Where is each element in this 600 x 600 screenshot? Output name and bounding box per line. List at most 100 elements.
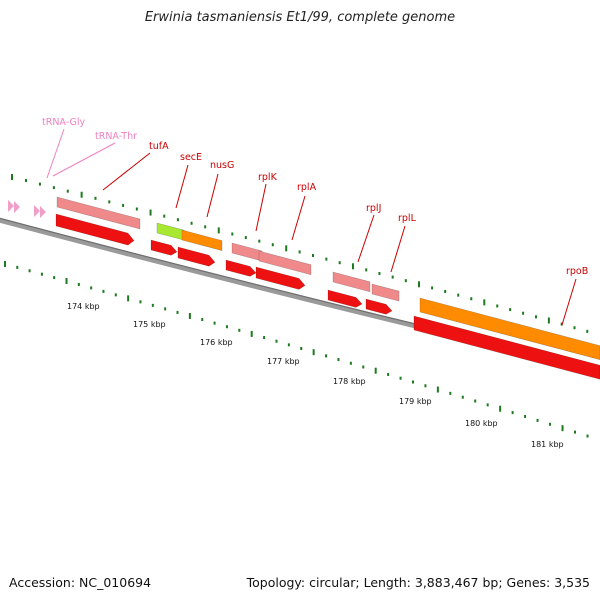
outer-tick [365,268,368,272]
leader-line [255,183,267,232]
leader-line [357,214,375,263]
leader-line [175,164,189,209]
inner-tick [250,330,253,337]
outer-tick [271,243,274,247]
outer-tick [560,322,563,326]
rplJ-band [332,271,371,293]
gene-label-trna-thr: tRNA-Thr [95,131,137,142]
leader-line [46,128,65,179]
inner-tick [201,318,204,322]
trna-marker [40,206,46,218]
outer-tick [163,214,166,218]
inner-tick [387,372,390,376]
outer-tick [80,191,83,198]
inner-tick [90,286,93,290]
gene-label-rpll: rplL [398,213,417,224]
inner-tick [399,376,402,380]
inner-tick [238,328,241,332]
inner-tick [300,347,303,350]
outer-tick [547,317,550,324]
outer-tick [470,297,473,301]
secE-cds [150,239,178,256]
outer-tick [444,290,447,294]
inner-tick [349,361,352,365]
inner-tick [337,358,340,362]
inner-tick [275,339,278,343]
inner-tick [114,293,117,297]
outer-tick [204,225,207,229]
rplL-band [371,283,400,302]
feature-track [8,196,600,380]
rplJ-cds [327,289,363,308]
label-leader-lines [46,128,577,326]
inner-tick [263,336,266,340]
rplK-cds [225,259,257,277]
gene-label-rplj: rplJ [366,203,381,214]
outer-tick [258,239,261,243]
rpoB-cds [413,315,600,380]
gene-label-nusg: nusG [210,160,234,171]
accession-label: Accession: NC_010694 [9,575,152,590]
inner-tick [77,282,80,286]
inner-tick [65,278,68,285]
leader-line [561,278,577,326]
outer-tick [52,186,55,190]
outer-tick [535,315,538,319]
trna-marker [8,200,14,212]
scale-labels: 174 kbp 175 kbp 176 kbp 177 kbp 178 kbp 179 k… [67,302,564,449]
inner-tick [164,307,167,311]
inner-tick [312,349,315,356]
inner-tick [524,414,527,418]
inner-tick [16,265,19,269]
inner-tick [511,411,514,415]
scale-label: 177 kbp [267,357,300,366]
leader-line [291,195,306,241]
leader-line [390,225,406,273]
nusG-cds [177,246,216,267]
gene-label-tufa: tufA [149,141,169,152]
scale-label: 181 kbp [531,440,564,449]
gene-label-rpob: rpoB [566,266,588,277]
inner-tick [536,418,539,422]
inner-tick [436,386,439,393]
inner-tick [449,391,452,395]
outer-tick [11,174,13,180]
outer-tick [496,304,499,308]
inner-tick [53,276,56,280]
genome-title: Erwinia tasmaniensis Et1/99, complete ge… [144,10,456,25]
gene-label-rpla: rplA [297,182,317,193]
gene-labels: tRNA-Gly tRNA-Thr tufA secE nusG rplK rplA rplJ… [42,117,588,277]
inner-tick [151,303,154,307]
inner-tick [549,422,552,426]
outer-tick [483,299,486,306]
rpoB-band [419,297,600,361]
outer-tick [378,271,381,275]
outer-tick [135,207,138,211]
outer-tick [244,236,247,240]
outer-tick [217,227,220,234]
inner-tick [139,300,142,304]
rplA-cds [255,266,306,290]
trna-marker [34,205,40,217]
leader-line [102,152,151,191]
genome-summary: Topology: circular; Length: 3,883,467 bp… [246,575,590,590]
outer-tick [108,200,111,204]
inner-tick [40,272,43,276]
outer-tick [522,311,525,315]
secE-band [156,222,185,241]
inner-tick [225,325,228,329]
outer-tick [351,263,354,270]
outer-tick [431,286,434,290]
rplL-cds [365,298,393,315]
leader-line [52,142,116,177]
rplK-band [231,242,263,262]
inner-tick [411,380,414,384]
inner-tick [188,312,191,319]
outer-tick [338,261,341,265]
scale-label: 175 kbp [133,320,166,329]
gene-label-sece: secE [180,152,202,163]
outer-tick [66,189,69,193]
inner-tick [486,403,489,407]
inner-tick [127,295,130,302]
